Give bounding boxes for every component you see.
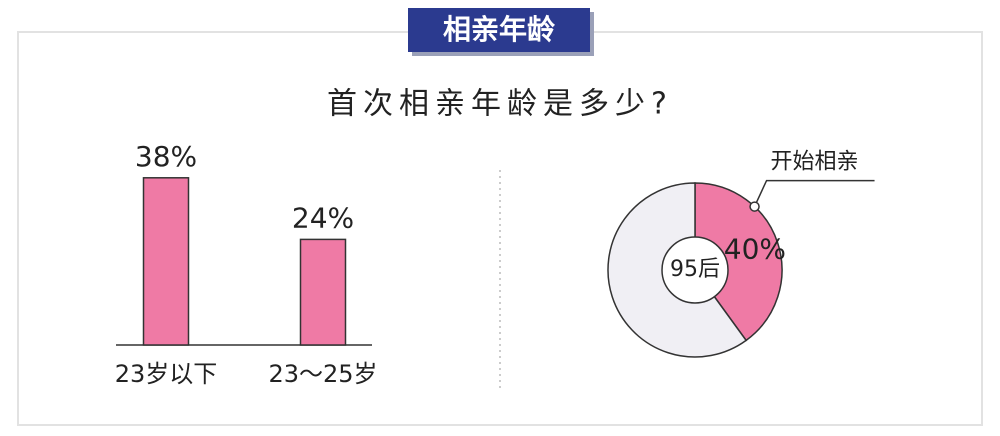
badge-text: 相亲年龄 [443,13,556,46]
title: 首次相亲年龄是多少? [327,87,673,122]
annotation: 开始相亲 [771,150,859,175]
value-label: 24% [292,201,354,234]
slice-label: 40% [724,233,786,266]
category-label: 23岁以下 [115,360,218,388]
badge [408,8,590,52]
leader-dot [749,201,760,212]
donut-hole [661,236,729,304]
bar [142,177,190,346]
donut-slice [694,182,783,342]
value-label: 38% [135,140,197,173]
bar [299,238,347,346]
leader-line [753,179,875,207]
category-label: 23～25岁 [268,360,377,388]
center-label: 95后 [670,257,720,282]
